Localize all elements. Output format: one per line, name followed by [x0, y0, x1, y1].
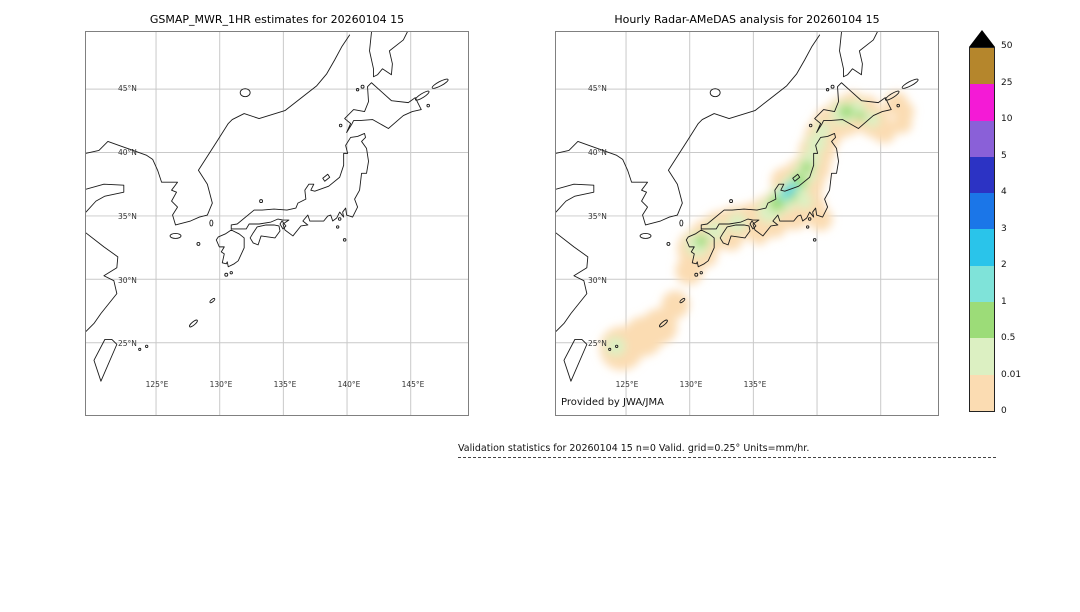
colorbar-segment-2-3 [970, 229, 994, 266]
lon-label-130e: 130°E [209, 380, 233, 389]
colorbar-tick-4: 4 [1001, 187, 1007, 197]
colorbar-segment-05-1 [970, 302, 994, 339]
lon-label-130e: 130°E [679, 380, 703, 389]
colorbar-overflow-triangle [969, 30, 995, 47]
lon-label-125e: 125°E [145, 380, 169, 389]
colorbar-tick-001: 0.01 [1001, 370, 1022, 380]
lat-label-40n: 40°N [588, 148, 607, 157]
colorbar-tick-50: 50 [1001, 41, 1013, 51]
colorbar-tick-3: 3 [1001, 224, 1007, 234]
colorbar-tick-10: 10 [1001, 114, 1013, 124]
lat-label-45n: 45°N [118, 84, 137, 93]
colorbar-tick-25: 25 [1001, 78, 1013, 88]
lat-label-35n: 35°N [118, 212, 137, 221]
gsmap-map-panel: 45°N 40°N 35°N 30°N 25°N 125°E 130°E 135… [85, 31, 469, 416]
lon-label-125e: 125°E [615, 380, 639, 389]
validation-statistics-text: Validation statistics for 20260104 15 n=… [458, 443, 810, 454]
radar-amedas-map-panel: 45°N 40°N 35°N 30°N 25°N 125°E 130°E 135… [555, 31, 939, 416]
lon-label-135e: 135°E [743, 380, 767, 389]
footer-dashed-line [458, 457, 996, 458]
lat-label-25n: 25°N [588, 339, 607, 348]
colorbar-tick-1: 1 [1001, 297, 1007, 307]
lon-label-140e: 140°E [337, 380, 361, 389]
colorbar-segment-25-50 [970, 48, 994, 85]
left-map-title: GSMAP_MWR_1HR estimates for 20260104 15 [149, 13, 405, 26]
colorbar-segment-3-4 [970, 193, 994, 230]
colorbar-tick-2: 2 [1001, 260, 1007, 270]
colorbar-tick-05: 0.5 [1001, 333, 1016, 343]
colorbar [969, 47, 995, 412]
colorbar-segment-001-05 [970, 338, 994, 375]
lat-label-30n: 30°N [118, 276, 137, 285]
lon-label-135e: 135°E [273, 380, 297, 389]
lat-label-35n: 35°N [588, 212, 607, 221]
colorbar-segment-0-001 [970, 374, 994, 411]
coastlines [86, 32, 450, 382]
lat-label-25n: 25°N [118, 339, 137, 348]
colorbar-segment-5-10 [970, 120, 994, 157]
colorbar-segment-10-25 [970, 84, 994, 121]
colorbar-segment-1-2 [970, 265, 994, 303]
lat-label-40n: 40°N [118, 148, 137, 157]
colorbar-segment-4-5 [970, 156, 994, 194]
right-map-title: Hourly Radar-AMeDAS analysis for 2026010… [614, 13, 880, 26]
lon-label-145e: 145°E [401, 380, 425, 389]
data-credit: Provided by JWA/JMA [561, 397, 664, 408]
lat-label-30n: 30°N [588, 276, 607, 285]
colorbar-tick-0: 0 [1001, 406, 1007, 416]
grid-lines [86, 32, 468, 415]
colorbar-tick-5: 5 [1001, 151, 1007, 161]
gsmap-map [86, 32, 468, 415]
radar-amedas-map [556, 32, 938, 415]
lat-label-45n: 45°N [588, 84, 607, 93]
